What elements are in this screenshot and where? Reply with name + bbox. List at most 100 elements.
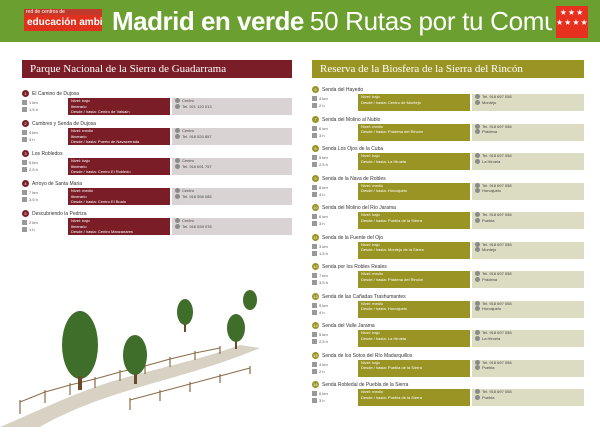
contact-icon [475, 394, 480, 400]
route-number: 15 [312, 351, 319, 359]
route-name: 11 Senda de la Fuente del Ojo [312, 233, 584, 242]
distance-icon [312, 214, 317, 220]
route-number: 12 [312, 263, 319, 271]
route-stats: 8 km 4 h [312, 184, 356, 198]
route-info-line: Nivel: medio [361, 271, 384, 276]
route-contact-line: La Hiruela [482, 158, 501, 164]
time-icon [312, 132, 317, 138]
time-icon [22, 107, 27, 113]
route-contact-box: Centro Tel. 918 691 757 [172, 158, 292, 175]
route-info-line: Desde / hasta: Horcajuelo [361, 188, 408, 193]
contact-icon [475, 276, 480, 282]
contact-icon [475, 99, 480, 105]
educacion-ambiental-logo: red de centros de educación ambiental [24, 9, 102, 35]
left-column: Parque Nacional de la Sierra de Guadarra… [22, 60, 292, 235]
contact-icon [175, 218, 180, 224]
route-info-line: Desde / hasta: Prádena del Rincón [361, 276, 424, 282]
route-contact-line: Tel. 918 697 058 [482, 359, 512, 365]
contact-icon [475, 188, 480, 194]
route-time: 2,5 h [29, 167, 38, 172]
route-info-line: Nivel: medio [361, 182, 384, 188]
route-name: 6 Senda del Hayedo [312, 86, 584, 94]
time-icon [312, 398, 317, 404]
route-distance: 5 km [29, 160, 38, 165]
route-contact-line: Tel. 921 120 013 [182, 103, 212, 109]
route-number: 6 [312, 86, 319, 94]
route-info-box: Nivel: bajo Desde / hasta: La Hiruela [358, 153, 470, 170]
route-info-line: Itinerario [71, 163, 87, 169]
contact-icon [475, 365, 480, 371]
time-icon [312, 309, 317, 315]
route-info-line: Itinerario [71, 133, 87, 139]
route-stats: 1 km 1,5 h [22, 99, 66, 113]
route-info-line: Itinerario [71, 103, 87, 109]
contact-icon [475, 94, 480, 100]
route-contact-line: Prádena [482, 129, 498, 134]
route-contact-line: Tel. 918 697 058 [482, 389, 512, 394]
route-stats: 3 km 1,5 h [312, 243, 356, 257]
distance-icon [312, 273, 317, 279]
route-info-box: Nivel: bajo Itinerario Desde / hasta: Cent… [68, 158, 170, 175]
route-info-box: Nivel: bajo Desde / hasta: Puebla de la S… [358, 359, 470, 377]
route-info-line: Nivel: medio [71, 188, 94, 193]
route-info-line: Desde / hasta: Centro de Montejo [361, 99, 421, 105]
route-contact-box: Tel. 918 697 058 La Hiruela [472, 153, 584, 170]
route-contact-line: Prádena [482, 276, 498, 282]
route-info-line: Nivel: bajo [361, 241, 380, 247]
route-contact-line: Centro [182, 98, 195, 103]
route-name: 1 El Camino de Dujosa [22, 90, 292, 98]
route-number: 5 [22, 210, 29, 218]
route-contact-line: Centro [182, 128, 195, 133]
route-distance: 4 km [319, 361, 328, 367]
route-distance: 9 km [319, 302, 328, 308]
distance-icon [312, 96, 317, 102]
time-icon [312, 280, 317, 286]
route-info-line: Desde / hasta: Prádena del Rincón [361, 129, 424, 134]
route-title: Arroyo de Santa Maria [32, 181, 83, 187]
route-time: 3,5 h [319, 280, 328, 285]
route-contact-line: Tel. 918 697 058 [482, 153, 512, 158]
route-time: 3,5 h [29, 197, 38, 202]
route-info-line: Nivel: medio [361, 123, 384, 129]
route-stats: 5 km 2,5 h [312, 331, 356, 345]
route-contact-line: Tel. 918 697 058 [482, 241, 512, 247]
route-number: 3 [22, 150, 29, 158]
contact-icon [475, 182, 480, 188]
route-title: Senda del Valle Jarama [322, 323, 375, 329]
route-info-line: Nivel: medio [361, 389, 384, 394]
route-contact-box: Tel. 918 697 058 Puebla [472, 389, 584, 406]
route-info-line: Nivel: bajo [361, 359, 380, 365]
route-stats: 5 km 2,5 h [22, 159, 66, 173]
time-icon [312, 191, 317, 197]
route-info-line: Desde / hasta: Centro El Robledo [71, 169, 131, 174]
route-contact-box: Tel. 918 697 058 Horcajuelo [472, 182, 584, 200]
time-icon [312, 103, 317, 109]
route-info-line: Desde / hasta: La Hiruela [361, 335, 407, 341]
route-contact-line: Montejo [482, 247, 497, 252]
logo-left-top: red de centros de [24, 9, 102, 15]
contact-icon [175, 133, 180, 139]
route-info-line: Itinerario [71, 193, 87, 199]
distance-icon [312, 155, 317, 161]
route-distance: 3 km [319, 243, 328, 249]
route-info-box: Nivel: bajo Desde / hasta: Puebla de la S… [358, 212, 470, 229]
route-info-line: Nivel: bajo [71, 218, 90, 223]
route-info-line: Nivel: bajo [71, 98, 90, 103]
route-contact-line: Tel. 918 697 058 [482, 271, 512, 276]
route-stats: 2 km 1 h [22, 219, 66, 233]
route-contact-line: Tel. 918 556 085 [182, 193, 212, 199]
distance-icon [22, 130, 27, 136]
time-icon [22, 227, 27, 233]
route-title: Senda del Molino del Río Jarama [322, 205, 396, 211]
route-name: 10 Senda del Molino del Río Jarama [312, 204, 584, 212]
title-bold: Madrid en verde [112, 6, 304, 36]
route-contact-line: Montejo [482, 99, 497, 105]
route-name: 4 Arroyo de Santa Maria [22, 180, 292, 188]
route-title: Senda del Hayedo [322, 87, 364, 93]
distance-icon [312, 184, 317, 190]
contact-icon [175, 158, 180, 164]
route-name: 7 Senda del Molino al Nublo [312, 115, 584, 124]
route-info-box: Nivel: bajo Itinerario Desde / hasta: Cent… [68, 98, 170, 115]
route-time: 1 h [29, 227, 35, 232]
